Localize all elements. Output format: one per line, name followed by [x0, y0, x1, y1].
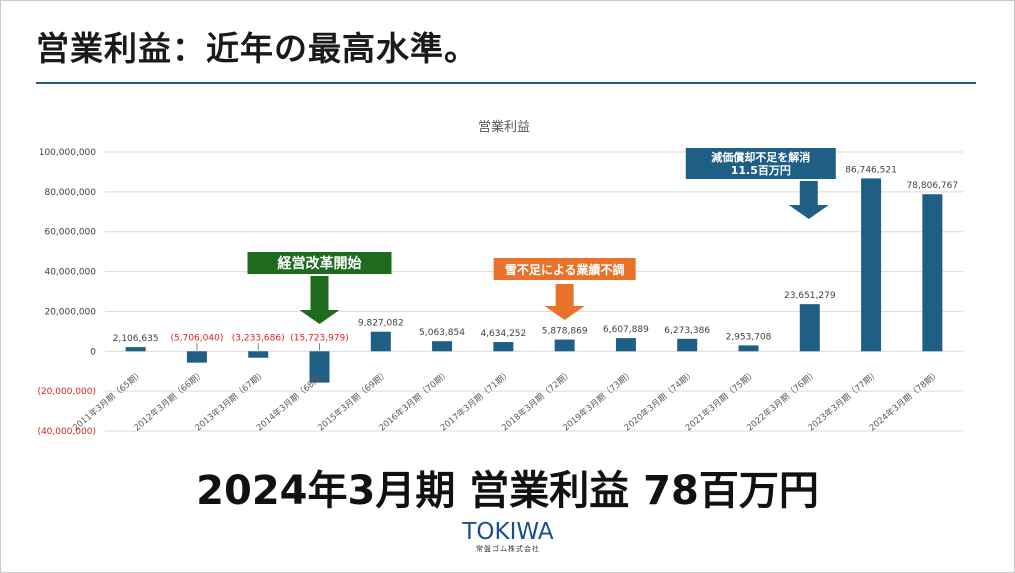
bar — [186, 351, 207, 363]
bar — [493, 342, 514, 352]
logo-company-name: 常盤ゴム株式会社 — [476, 545, 540, 553]
logo-wordmark: TOKIWA — [462, 519, 554, 545]
annotation-depreciation-label: 減価償却不足を解消 — [711, 150, 810, 164]
bar — [615, 338, 636, 352]
bar — [922, 194, 943, 352]
data-label: 6,273,386 — [664, 326, 710, 336]
y-tick-label: (40,000,000) — [37, 427, 96, 437]
data-label: 78,806,767 — [907, 181, 959, 191]
headline: 2024年3月期 営業利益 78百万円 — [196, 468, 819, 514]
annotation-snow-arrow — [544, 284, 585, 320]
chart-title: 営業利益 — [478, 119, 530, 135]
data-label: (15,723,979) — [290, 333, 349, 343]
data-label: 5,878,869 — [542, 327, 588, 337]
y-tick-label: 80,000,000 — [44, 188, 96, 198]
data-label: (3,233,686) — [232, 333, 285, 343]
y-tick-label: 40,000,000 — [44, 268, 96, 278]
company-logo: TOKIWA 常盤ゴム株式会社 — [458, 520, 558, 554]
bar — [248, 351, 269, 358]
y-tick-label: (20,000,000) — [37, 387, 96, 397]
annotation-snow-label: 雪不足による業績不調 — [505, 262, 625, 277]
annotation-depreciation-arrow — [788, 181, 829, 219]
slide-title: 営業利益：近年の最高水準。 — [36, 29, 478, 68]
annotation-reform-label: 経営改革開始 — [278, 255, 362, 272]
y-tick-label: 100,000,000 — [39, 148, 97, 158]
annotation-reform-box — [247, 252, 392, 274]
data-label: 9,827,082 — [358, 319, 404, 329]
bar — [554, 339, 575, 352]
annotation-depreciation-box — [685, 148, 836, 179]
y-tick-label: 60,000,000 — [44, 228, 96, 238]
bar — [309, 351, 330, 383]
data-label: 23,651,279 — [784, 291, 836, 301]
y-tick-label: 20,000,000 — [44, 307, 96, 317]
annotation-depreciation-label: 11.5百万円 — [731, 164, 791, 177]
data-label: 6,607,889 — [603, 325, 649, 335]
data-label: (5,706,040) — [171, 333, 224, 343]
annotation-snow-box — [493, 258, 636, 280]
y-tick-label: 0 — [90, 347, 96, 357]
data-label: 2,106,635 — [113, 334, 159, 344]
operating-profit-chart: 営業利益 100,000,000 80,000,000 60,000,000 40,00… — [37, 119, 963, 437]
bar — [125, 347, 146, 352]
bar — [738, 345, 759, 352]
annotation-reform-arrow — [299, 276, 340, 324]
title-rule — [36, 82, 976, 84]
data-label: 4,634,252 — [480, 329, 526, 339]
bar — [370, 331, 391, 352]
data-label: 2,953,708 — [726, 332, 772, 342]
bar — [432, 341, 453, 352]
bar — [861, 178, 882, 352]
bar — [799, 304, 820, 352]
bar — [677, 338, 698, 352]
data-label: 86,746,521 — [845, 165, 897, 175]
data-label: 5,063,854 — [419, 328, 465, 338]
